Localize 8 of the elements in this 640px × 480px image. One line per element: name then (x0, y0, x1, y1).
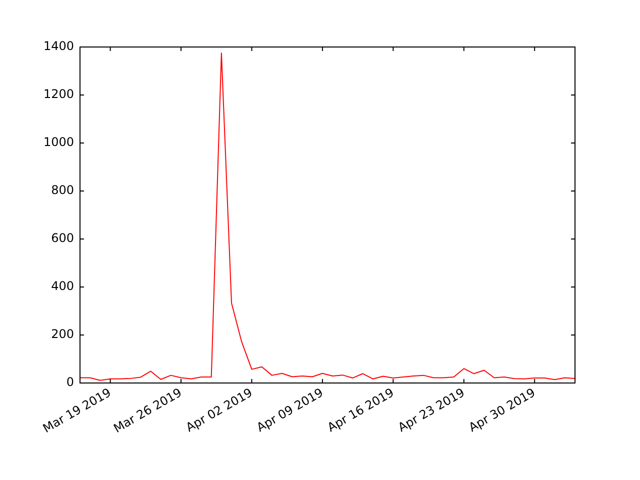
y-tick-label: 800 (51, 183, 74, 198)
y-tick-label: 1000 (43, 135, 74, 150)
y-tick-label: 1400 (43, 39, 74, 54)
y-tick-label: 400 (51, 279, 74, 294)
y-tick-label: 0 (66, 375, 74, 390)
y-tick-label: 1200 (43, 87, 74, 102)
y-tick-label: 600 (51, 231, 74, 246)
y-tick-label: 200 (51, 327, 74, 342)
